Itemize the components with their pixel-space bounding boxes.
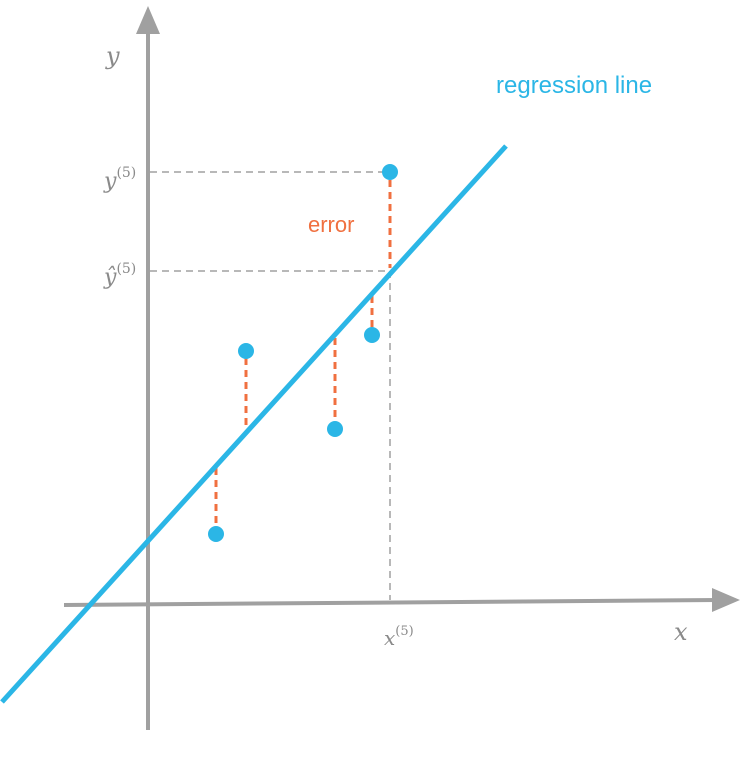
yhat5-label: ŷ(5) [103,261,136,290]
data-point [327,421,343,437]
data-point [364,327,380,343]
y-axis-label: y [105,42,120,70]
y5-label: y(5) [103,165,136,194]
data-point [382,164,398,180]
x5-label: x(5) [384,624,414,650]
x-axis [63,598,719,607]
regression-line [0,144,508,704]
y-axis-arrowhead [136,6,160,34]
x-axis-arrowhead [712,588,740,612]
x-axis-label: x [674,618,688,646]
regression-line-label: regression line [496,72,652,99]
data-point [238,343,254,359]
data-point [208,526,224,542]
error-label: error [308,212,354,237]
